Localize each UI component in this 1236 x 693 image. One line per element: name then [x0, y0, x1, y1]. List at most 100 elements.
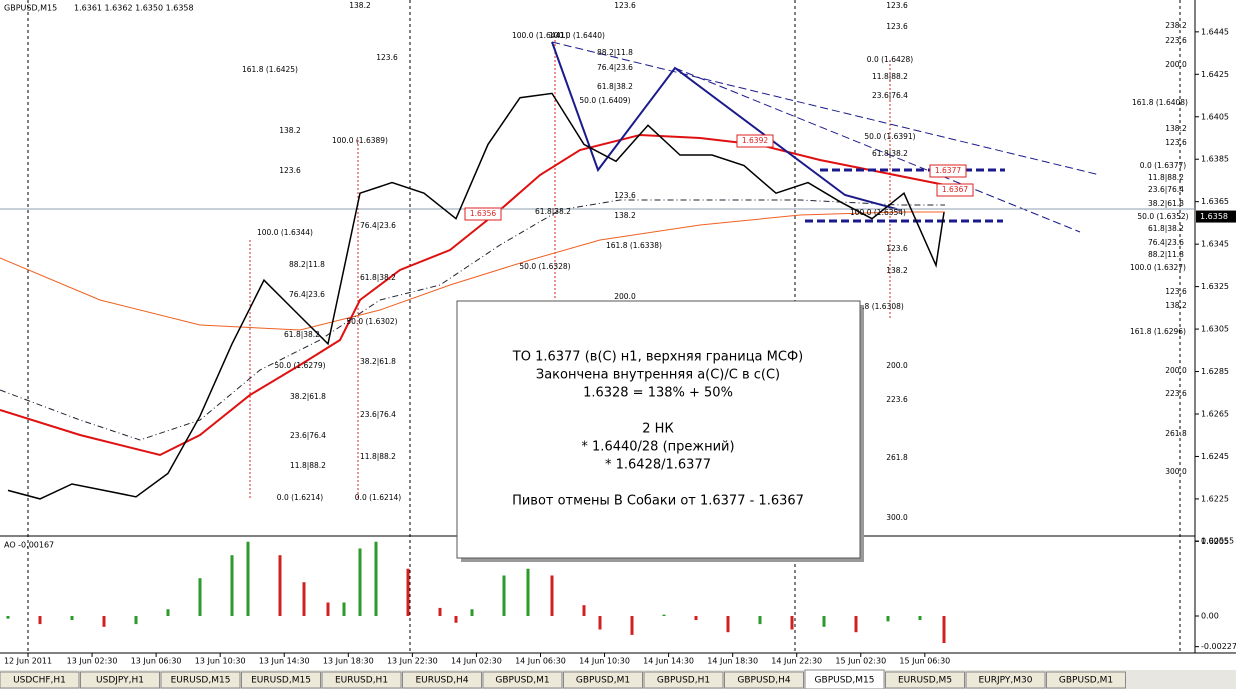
fib-label: 123.6 — [1165, 287, 1187, 296]
moving-average-slow — [0, 211, 945, 331]
tab-label[interactable]: GBPUSD,M1 — [495, 676, 549, 686]
ao-bar — [470, 609, 474, 616]
fib-label: 123.6 — [886, 1, 908, 10]
fib-label: 300.0 — [1165, 467, 1187, 476]
price-tick-label: 1.6205 — [1201, 537, 1229, 546]
tab-label[interactable]: EURUSD,M15 — [251, 676, 311, 686]
fib-label: 261.8 — [1165, 429, 1187, 438]
trendlines — [0, 41, 1195, 233]
ao-bar — [70, 615, 74, 621]
fib-label: 100.0 (1.6354) — [850, 208, 906, 217]
fib-label: 223.6 — [1165, 36, 1187, 45]
price-tick-label: 1.6325 — [1201, 282, 1229, 291]
fib-label: 23.6|76.4 — [1148, 185, 1184, 194]
fib-label: 61.8|38.2 — [360, 273, 396, 282]
tab-label[interactable]: USDCHF,H1 — [13, 676, 66, 686]
tab-label[interactable]: GBPUSD,M15 — [815, 676, 875, 686]
fib-label: 11.8|88.2 — [872, 72, 908, 81]
fib-label: 50.0 (1.6302) — [346, 317, 397, 326]
tab-label[interactable]: EURJPY,M30 — [979, 676, 1033, 686]
ao-bar — [454, 615, 458, 623]
tab[interactable] — [482, 671, 563, 689]
note-line: * 1.6428/1.6377 — [605, 458, 711, 473]
ao-bar — [134, 615, 138, 625]
time-label: 13 Jun 18:30 — [323, 657, 374, 666]
fib-label: 300.0 — [886, 513, 908, 522]
fib-label: 138.2 — [886, 266, 908, 275]
tab-label[interactable]: GBPUSD,M1 — [1059, 676, 1113, 686]
ao-label: AO -0.00167 — [4, 541, 54, 550]
fib-label: 161.8 (1.6425) — [242, 65, 298, 74]
ao-tick-label: 0.00555 — [1201, 537, 1234, 546]
tab[interactable] — [1046, 671, 1126, 689]
tab-label[interactable]: GBPUSD,M1 — [576, 676, 630, 686]
fib-label: 0.0 (1.6214) — [355, 493, 401, 502]
fib-label: 50.0 (1.6409) — [579, 96, 630, 105]
price-tick-label: 1.6245 — [1201, 452, 1229, 461]
ao-bar — [246, 541, 250, 616]
tab-label[interactable]: EURUSD,H4 — [415, 676, 468, 686]
fib-label: 261.8 — [886, 453, 908, 462]
tab[interactable] — [563, 671, 643, 689]
ohlc: 1.6361 1.6362 1.6350 1.6358 — [74, 4, 194, 13]
tab-label[interactable]: GBPUSD,H1 — [657, 676, 710, 686]
tab[interactable] — [0, 671, 80, 689]
ao-bar — [822, 615, 826, 627]
fib-label: 23.6|76.4 — [290, 431, 326, 440]
price-tick-label: 1.6385 — [1201, 155, 1229, 164]
note-panel — [456, 300, 861, 559]
ao-bar — [854, 615, 858, 633]
fib-label: 76.4|23.6 — [1148, 238, 1184, 247]
price-tick-label: 1.6265 — [1201, 409, 1229, 418]
ao-bar — [662, 614, 666, 616]
fib-label: 161.8 (1.6338) — [606, 241, 662, 250]
time-label: 13 Jun 14:30 — [259, 657, 310, 666]
tab[interactable] — [321, 671, 402, 689]
price-tick-label: 1.6345 — [1201, 240, 1229, 249]
ao-bar — [726, 615, 730, 633]
ao-bar — [166, 609, 170, 616]
tab[interactable] — [160, 671, 241, 689]
fib-label: 11.8|88.2 — [360, 452, 396, 461]
tab-label[interactable]: GBPUSD,H4 — [737, 676, 790, 686]
tab-label[interactable]: EURUSD,M15 — [171, 676, 231, 686]
tab-label[interactable]: EURUSD,H1 — [335, 676, 388, 686]
fib-label: 238.2 — [1165, 21, 1187, 30]
time-label: 13 Jun 02:30 — [67, 657, 118, 666]
tab[interactable] — [241, 671, 321, 689]
price-line — [7, 92, 945, 500]
tab-label[interactable]: EURUSD,M5 — [898, 676, 952, 686]
tab[interactable] — [80, 671, 160, 689]
price-tick-label: 1.6225 — [1201, 494, 1229, 503]
ao-bar — [278, 555, 282, 616]
time-label: 15 Jun 06:30 — [899, 657, 950, 666]
fib-label: 76.4|23.6 — [597, 63, 633, 72]
tab[interactable] — [724, 671, 804, 689]
price-tick-label: 1.6365 — [1201, 197, 1229, 206]
ao-bar — [526, 568, 530, 616]
fib-label: 223.6 — [886, 395, 908, 404]
fib-label: 138.2 — [614, 211, 636, 220]
fib-label: 123.6 — [279, 166, 301, 175]
tab-label[interactable]: USDJPY,H1 — [96, 676, 144, 686]
ao-bar — [790, 615, 794, 630]
fib-label: 38.2|61.8 — [360, 357, 396, 366]
time-label: 12 Jun 2011 — [4, 657, 52, 666]
fib-label: 76.4|23.6 — [360, 221, 396, 230]
fib-label: 61.8|38.2 — [597, 82, 633, 91]
ao-bar — [758, 615, 762, 625]
fib-label: 0.0 (1.6428) — [867, 55, 913, 64]
tab[interactable] — [965, 671, 1046, 689]
tab[interactable] — [402, 671, 482, 689]
fib-label: 11.8|88.2 — [1148, 173, 1184, 182]
tab[interactable] — [885, 671, 965, 689]
ao-tick-label: -0.00227 — [1201, 642, 1236, 651]
ao-bar — [918, 615, 922, 621]
ao-bar — [406, 568, 410, 616]
ao-bar — [598, 615, 602, 630]
fib-label: 123.6 — [614, 191, 636, 200]
ao-bar — [438, 607, 442, 616]
tab[interactable] — [643, 671, 724, 689]
fib-label: 50.0 (1.6279) — [274, 361, 325, 370]
